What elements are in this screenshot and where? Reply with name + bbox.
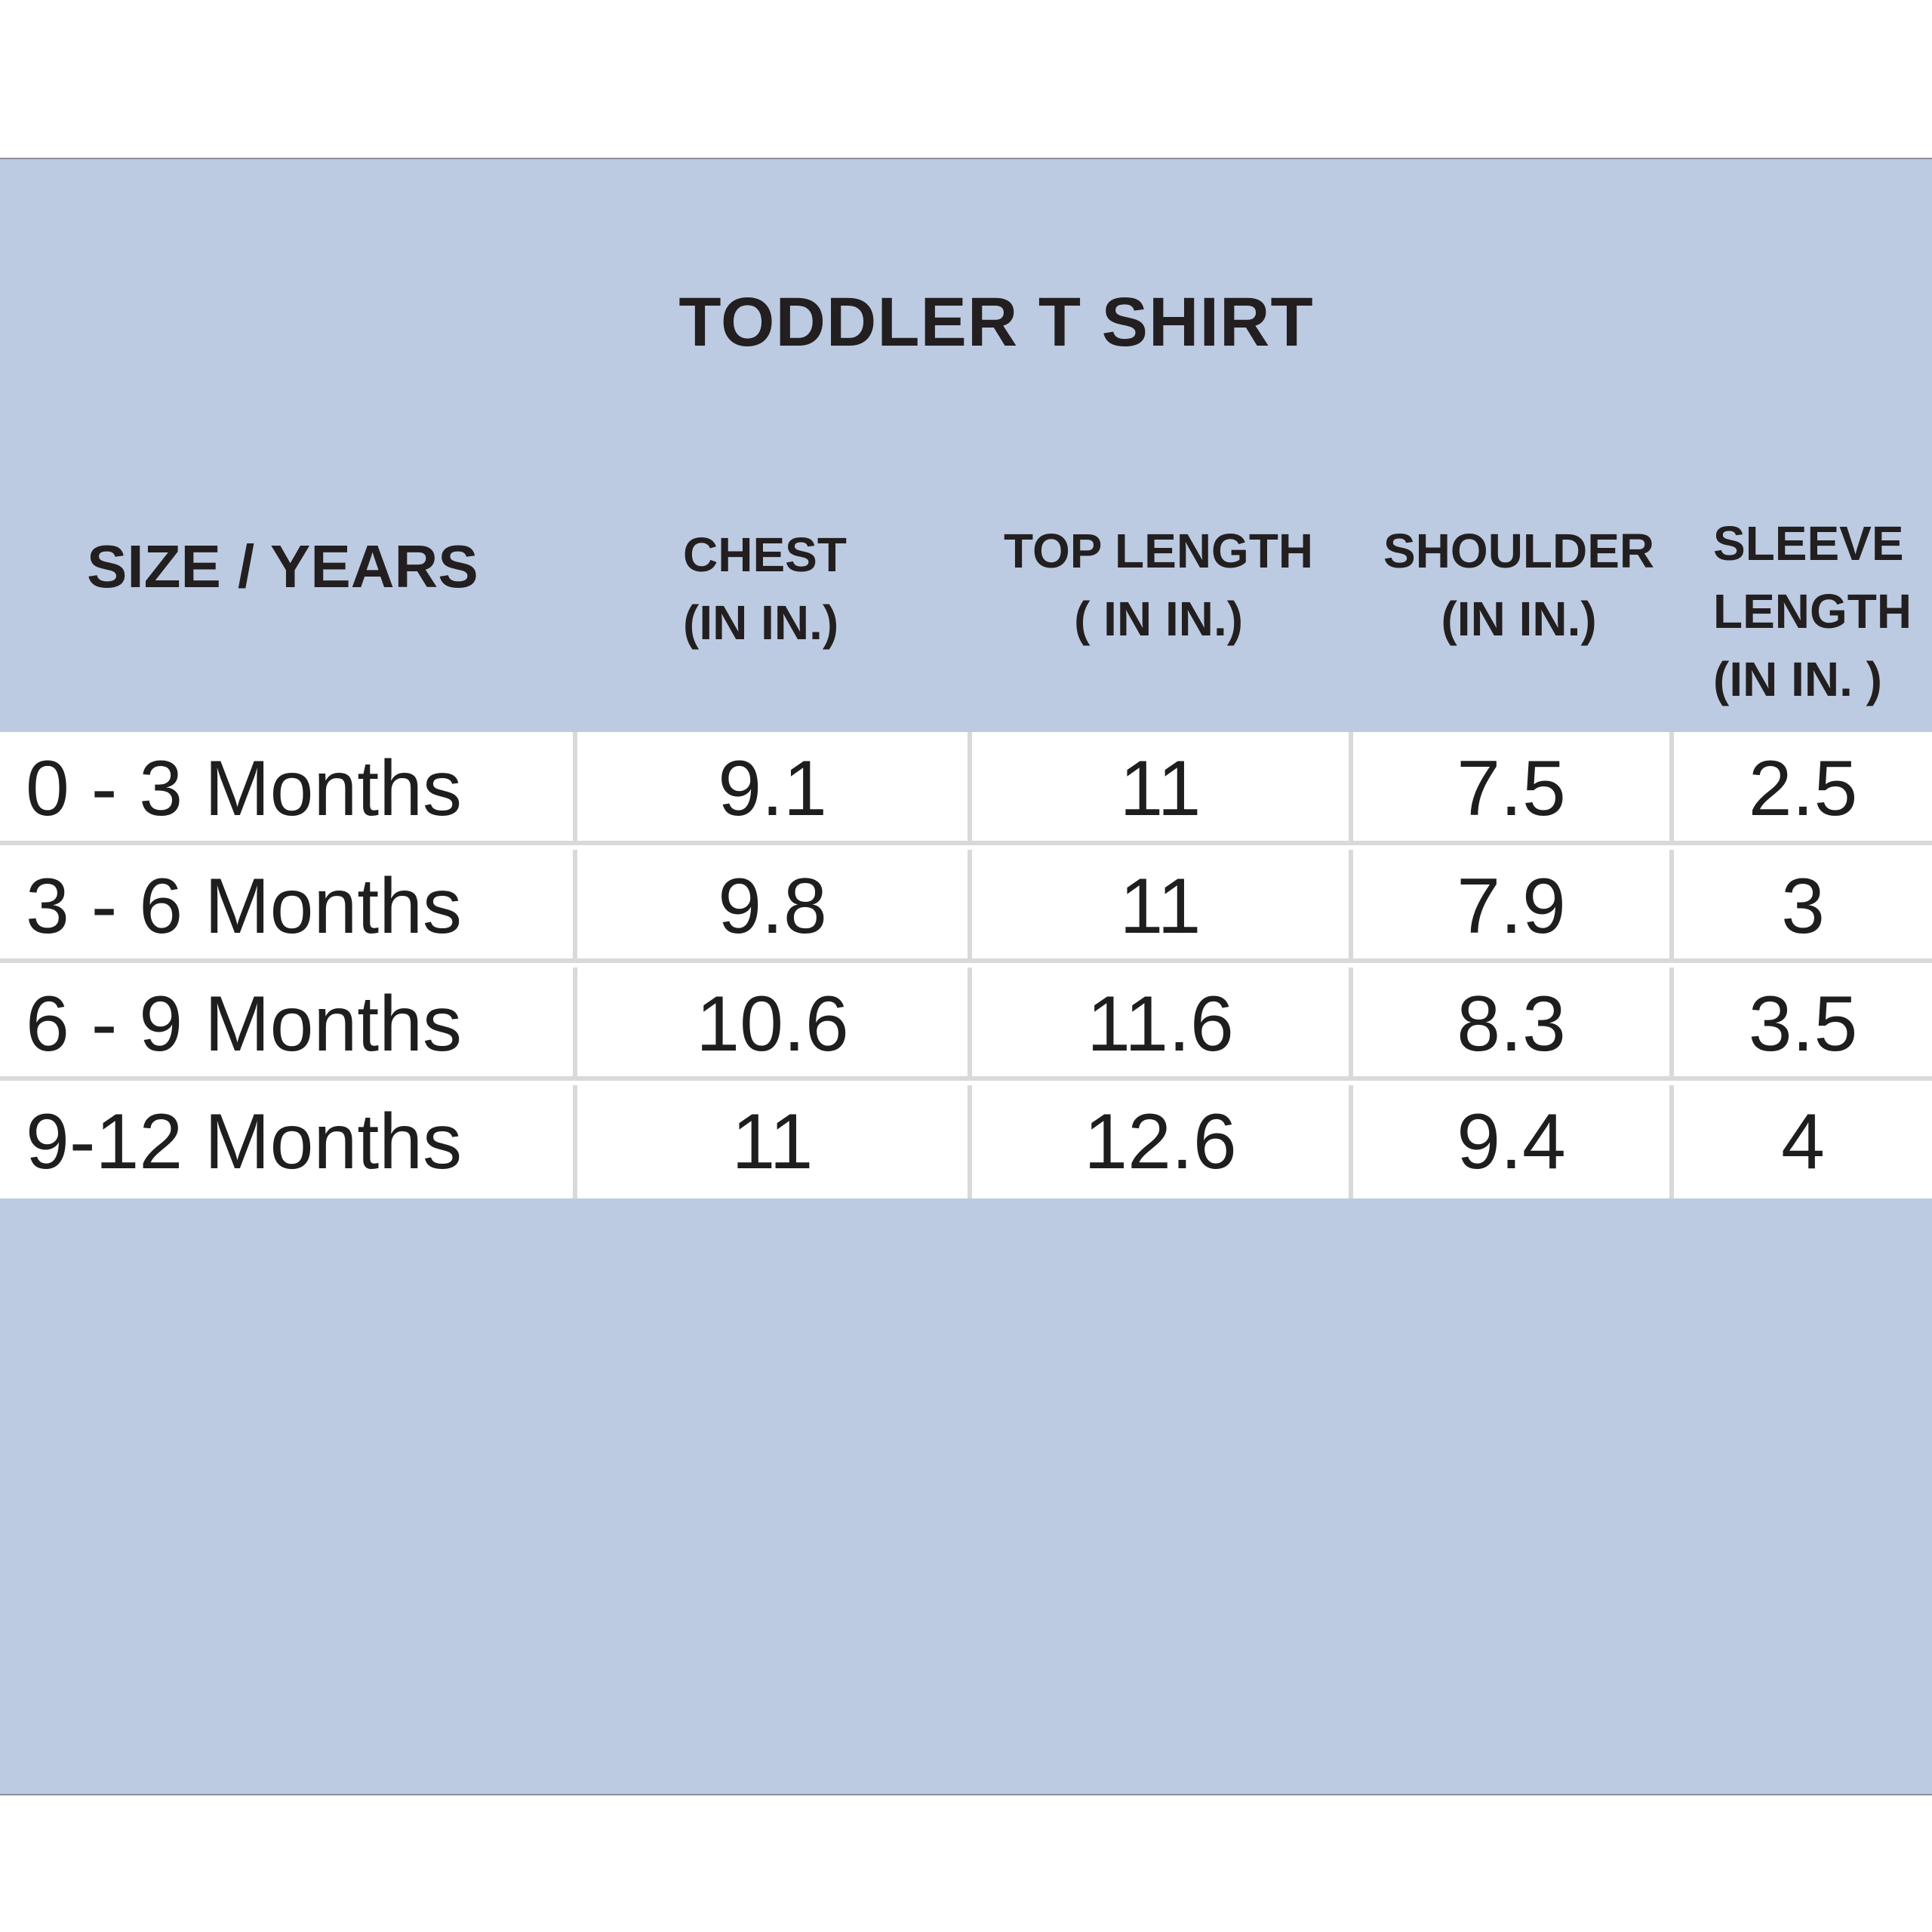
cell-shoulder: 8.3 [1353,968,1674,1081]
table-row: 6 - 9 Months 10.6 11.6 8.3 3.5 [0,968,1932,1081]
header-shoulder: SHOULDER (IN IN.) [1383,524,1655,646]
chart-title: TODDLER T SHIRT [678,284,1314,361]
table-row: 3 - 6 Months 9.8 11 7.9 3 [0,850,1932,963]
table-row: 0 - 3 Months 9.1 11 7.5 2.5 [0,732,1932,845]
cell-shoulder: 7.9 [1353,850,1674,963]
cell-sleeve-length: 4 [1781,1097,1825,1186]
header-sleeve-length: SLEEVE LENGTH (IN IN. ) [1713,516,1912,706]
cell-chest: 10.6 [577,968,972,1081]
cell-sleeve-length: 3 [1781,862,1825,950]
cell-sleeve-length: 3.5 [1748,980,1858,1068]
cell-top-length: 11 [972,732,1353,845]
cell-chest: 11 [577,1085,972,1198]
cell-size: 9-12 Months [0,1085,577,1198]
cell-chest: 9.1 [577,732,972,845]
header-chest: CHEST (IN IN.) [683,528,847,650]
cell-size: 3 - 6 Months [0,850,577,963]
cell-size: 6 - 9 Months [0,968,577,1081]
size-table-body: 0 - 3 Months 9.1 11 7.5 2.5 3 - 6 Months… [0,732,1932,1198]
header-top-length: TOP LENGTH ( IN IN.) [1004,524,1314,646]
cell-shoulder: 7.5 [1353,732,1674,845]
cell-top-length: 11 [972,850,1353,963]
cell-top-length: 12.6 [972,1085,1353,1198]
cell-top-length: 11.6 [972,968,1353,1081]
cell-chest: 9.8 [577,850,972,963]
header-size-years: SIZE / YEARS [87,533,478,600]
table-row: 9-12 Months 11 12.6 9.4 4 [0,1085,1932,1198]
cell-sleeve-length: 2.5 [1748,744,1858,832]
cell-size: 0 - 3 Months [0,732,577,845]
cell-shoulder: 9.4 [1353,1085,1674,1198]
